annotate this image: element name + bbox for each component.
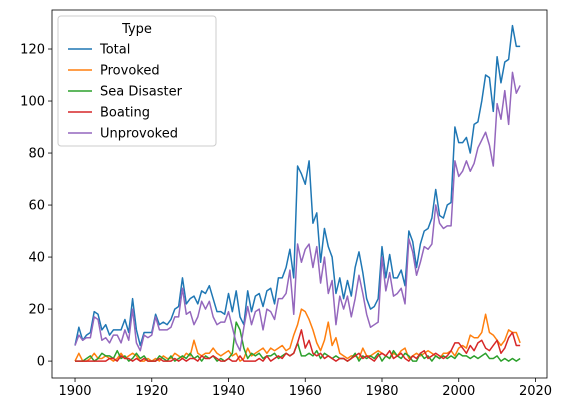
legend: Type Total Provoked Sea Disaster Boating Unp… — [57, 15, 217, 147]
legend-label-boating: Boating — [100, 106, 150, 121]
y-tick-label: 40 — [28, 251, 45, 266]
y-tick-label: 80 — [28, 147, 45, 162]
series-lines — [74, 24, 521, 362]
series-line-total — [74, 24, 521, 347]
legend-label-provoked: Provoked — [100, 64, 160, 79]
y-axis: 0 20 40 60 80 100 120 — [20, 43, 52, 370]
x-tick-label: 1980 — [365, 384, 398, 399]
legend-label-unprovoked: Unprovoked — [100, 127, 178, 142]
y-tick-label: 100 — [20, 95, 45, 110]
series-line-provoked — [74, 308, 521, 362]
legend-label-sea-disaster: Sea Disaster — [100, 85, 183, 100]
legend-entries: Total Provoked Sea Disaster Boating Unprovok… — [68, 43, 183, 142]
x-tick-label: 1960 — [289, 384, 322, 399]
y-tick-label: 60 — [28, 199, 45, 214]
series-line-boating — [75, 329, 521, 362]
legend-title: Type — [121, 22, 152, 37]
legend-label-total: Total — [99, 43, 130, 58]
x-axis: 1900 1920 1940 1960 1980 2000 2020 — [58, 378, 552, 399]
y-tick-label: 0 — [37, 355, 45, 370]
x-tick-label: 1900 — [58, 384, 91, 399]
series-line-unprovoked — [74, 71, 521, 352]
x-tick-label: 2020 — [519, 384, 552, 399]
y-tick-label: 120 — [20, 43, 45, 58]
x-tick-label: 1940 — [212, 384, 245, 399]
plot-area — [51, 9, 548, 379]
x-tick-label: 2000 — [442, 384, 475, 399]
x-tick-label: 1920 — [135, 384, 168, 399]
y-tick-label: 20 — [28, 303, 45, 318]
legend-box — [57, 15, 217, 147]
plot-frame — [51, 9, 548, 379]
